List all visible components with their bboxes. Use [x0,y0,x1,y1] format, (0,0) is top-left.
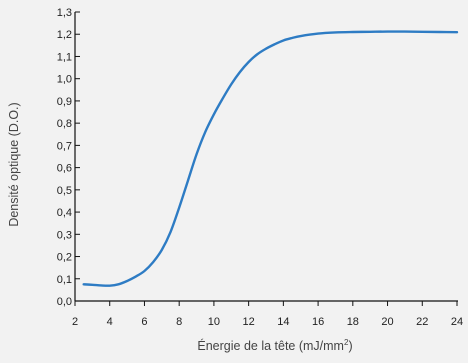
x-tick-label: 16 [312,316,324,328]
y-tick-label: 0,6 [57,163,72,175]
x-tick-label: 14 [277,316,289,328]
y-tick-label: 1,1 [57,51,72,63]
y-tick-label: 1,0 [57,74,72,86]
y-tick-label: 0,8 [57,118,72,130]
x-tick-label: 18 [347,316,359,328]
y-axis: 0,0 0,1 0,2 0,3 0,4 0,5 0,6 0,7 0,8 0,9 1,0 1,1 1,2 1… [57,7,80,308]
y-tick-label: 0,3 [57,229,72,241]
y-tick-label: 1,3 [57,7,72,19]
x-axis-title-main: Énergie de la tête (mJ/mm [197,338,344,353]
series-line [82,30,459,287]
y-tick-label: 0,4 [57,207,72,219]
y-tick-label: 0,7 [57,140,72,152]
x-tick-label: 24 [451,316,463,328]
x-tick-label: 20 [381,316,393,328]
x-tick-label: 8 [176,316,182,328]
y-tick-label: 0,1 [57,274,72,286]
plot-area [82,30,459,287]
x-axis-title-close: ) [348,339,352,353]
y-tick-label: 0,5 [57,185,72,197]
y-axis-title: Densité optique (D.O.) [7,102,21,226]
y-tick-label: 0,9 [57,96,72,108]
y-tick-label: 1,2 [57,29,72,41]
y-tick-label: 0,0 [57,296,72,308]
x-axis-title-superscript: 2 [344,338,349,347]
x-tick-label: 4 [107,316,113,328]
x-tick-label: 22 [416,316,428,328]
x-tick-label: 10 [208,316,220,328]
x-axis-title: Énergie de la tête (mJ/mm2) [197,338,352,353]
x-tick-label: 6 [141,316,147,328]
y-tick-label: 0,2 [57,252,72,264]
x-tick-label: 2 [72,316,78,328]
x-tick-label: 12 [243,316,255,328]
x-axis: 2 4 6 8 10 12 14 16 18 20 22 24 [72,300,463,328]
